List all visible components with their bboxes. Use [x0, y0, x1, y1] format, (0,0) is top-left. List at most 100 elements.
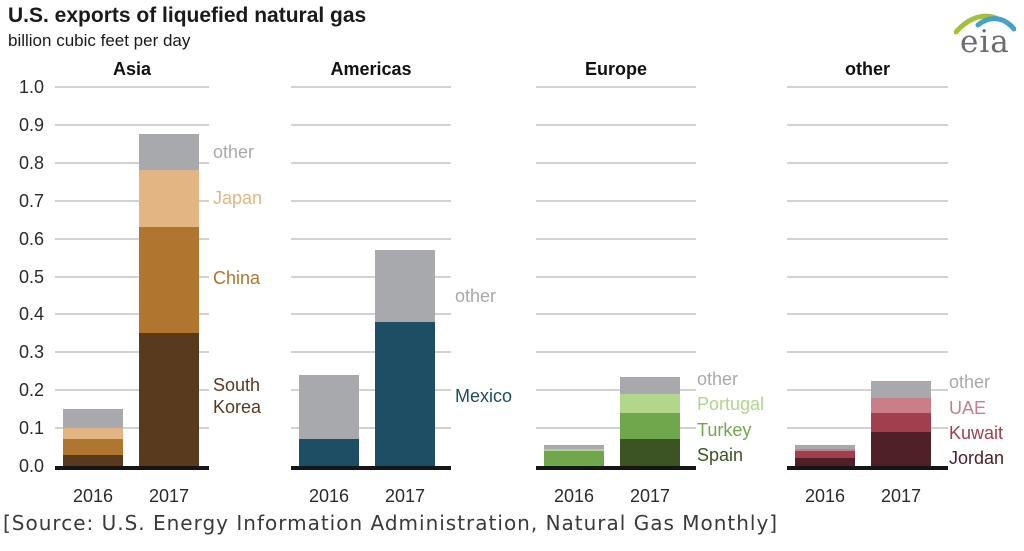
legend-label-Europe-other: other — [697, 369, 739, 389]
y-axis-tick-label: 0.6 — [18, 229, 44, 249]
gridline — [787, 86, 948, 88]
gridline — [55, 389, 209, 391]
gridline — [787, 124, 948, 126]
gridline — [787, 200, 948, 202]
gridline — [536, 200, 696, 202]
gridline — [291, 238, 451, 240]
y-axis-tick-label: 1.0 — [18, 77, 44, 97]
bar-segment-Americas-2017-Mexico — [375, 322, 435, 466]
legend-label-Europe-Spain: Spain — [697, 445, 744, 465]
gridline — [787, 313, 948, 315]
source-text: [Source: U.S. Energy Information Adminis… — [3, 511, 779, 535]
bar-segment-Europe-2017-other — [620, 377, 680, 394]
gridline — [536, 124, 696, 126]
x-axis-label-Americas-2016: 2016 — [308, 486, 350, 506]
x-axis-line — [536, 466, 696, 470]
x-axis-label-Europe-2017: 2017 — [629, 486, 671, 506]
eia-logo-text: eia — [960, 24, 1010, 60]
gridline — [55, 162, 209, 164]
bar-segment-Americas-2016-Mexico — [299, 439, 359, 466]
gridline — [55, 276, 209, 278]
gridline — [536, 427, 696, 429]
bar-segment-Europe-2016-Portugal — [544, 449, 604, 451]
bar-segment-Europe-2016-Turkey — [544, 451, 604, 466]
panel-title-other: other — [845, 59, 890, 79]
x-axis-label-other-2016: 2016 — [804, 486, 846, 506]
bar-segment-Americas-2017-other — [375, 250, 435, 322]
gridline — [55, 427, 209, 429]
y-axis-tick-label: 0.3 — [18, 342, 44, 362]
gridline — [55, 351, 209, 353]
y-axis-tick-label: 0.5 — [18, 267, 44, 287]
y-axis-tick-label: 0.1 — [18, 418, 44, 438]
gridline — [787, 162, 948, 164]
bar-segment-Asia-2017-China — [139, 227, 199, 333]
eia-swoosh-icon — [954, 13, 1016, 35]
bar-segment-other-2017-UAE — [871, 398, 931, 413]
x-axis-label-Asia-2016: 2016 — [72, 486, 114, 506]
y-axis-tick-label: 0.9 — [18, 115, 44, 135]
page-title: U.S. exports of liquefied natural gas — [8, 4, 367, 27]
legend-label-Europe-Turkey: Turkey — [697, 420, 752, 440]
page-subtitle: billion cubic feet per day — [8, 31, 191, 50]
legend-label-Asia-China: China — [213, 268, 261, 288]
legend-label-other-Jordan: Jordan — [949, 448, 1005, 468]
legend-label-Asia-Japan: Japan — [213, 188, 263, 208]
gridline — [536, 313, 696, 315]
gridline — [291, 124, 451, 126]
bar-segment-Asia-2017-other — [139, 134, 199, 170]
legend-label-other-other: other — [949, 372, 991, 392]
bar-segment-Asia-2016-other — [63, 409, 123, 428]
y-axis-tick-label: 0.0 — [18, 456, 44, 476]
legend-label-Asia-South Korea: South Korea — [213, 375, 262, 417]
legend-label-Asia-other: other — [213, 142, 255, 162]
gridline — [291, 162, 451, 164]
gridline — [55, 200, 209, 202]
bar-segment-other-2017-other — [871, 381, 931, 398]
gridline — [787, 389, 948, 391]
x-axis-line — [787, 466, 948, 470]
bar-segment-other-2016-UAE — [795, 449, 855, 451]
gridline — [536, 86, 696, 88]
legend-label-Americas-other: other — [455, 286, 497, 306]
gridline — [55, 86, 209, 88]
gridline — [787, 238, 948, 240]
gridline — [536, 351, 696, 353]
bar-segment-other-2016-other — [795, 445, 855, 449]
bar-segment-Europe-2016-other — [544, 445, 604, 449]
bar-segment-Asia-2016-China — [63, 439, 123, 455]
y-axis-tick-label: 0.4 — [18, 304, 44, 324]
gridline — [291, 427, 451, 429]
gridline — [536, 162, 696, 164]
legend-label-other-UAE: UAE — [949, 398, 987, 418]
gridline — [291, 351, 451, 353]
gridline — [55, 124, 209, 126]
legend-label-other-Kuwait: Kuwait — [949, 423, 1004, 443]
gridline — [787, 351, 948, 353]
bar-segment-Americas-2016-other — [299, 375, 359, 439]
panel-title-Europe: Europe — [584, 59, 647, 79]
y-axis-tick-label: 0.7 — [18, 191, 44, 211]
bar-segment-Asia-2017-Japan — [139, 170, 199, 227]
x-axis-label-Americas-2017: 2017 — [384, 486, 426, 506]
bar-segment-Asia-2017-South Korea — [139, 333, 199, 466]
gridline — [291, 313, 451, 315]
x-axis-label-other-2017: 2017 — [880, 486, 922, 506]
bar-segment-Asia-2016-Japan — [63, 428, 123, 439]
legend-label-Europe-Portugal: Portugal — [697, 394, 765, 414]
bar-segment-Europe-2017-Spain — [620, 439, 680, 466]
gridline — [291, 389, 451, 391]
y-axis-tick-label: 0.8 — [18, 153, 44, 173]
bar-segment-other-2016-Jordan — [795, 458, 855, 466]
y-axis-tick-label: 0.2 — [18, 380, 44, 400]
x-axis-label-Asia-2017: 2017 — [148, 486, 190, 506]
gridline — [787, 427, 948, 429]
bar-segment-other-2017-Jordan — [871, 432, 931, 466]
x-axis-line — [291, 466, 451, 470]
gridline — [787, 276, 948, 278]
gridline — [291, 200, 451, 202]
gridline — [291, 86, 451, 88]
bar-segment-Europe-2017-Turkey — [620, 413, 680, 439]
eia-logo: eia — [952, 6, 1018, 60]
